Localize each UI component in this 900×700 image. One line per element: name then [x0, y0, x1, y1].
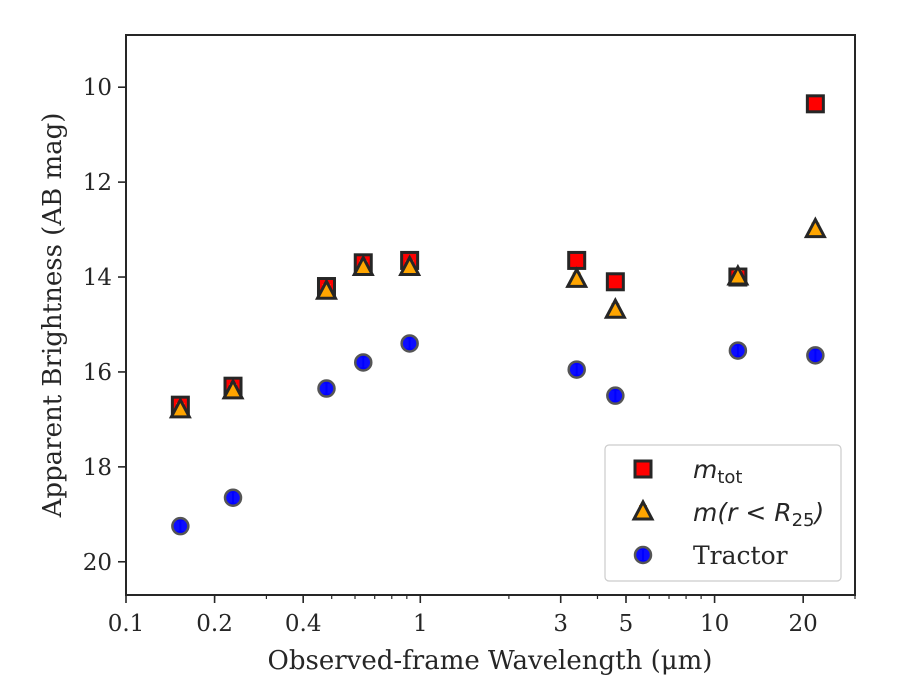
legend-label-mtot: mtot	[693, 455, 743, 488]
x-tick-label: 0.4	[285, 611, 322, 637]
mr25-point	[726, 263, 750, 286]
x-axis-label: Observed-frame Wavelength (μm)	[268, 646, 713, 676]
y-axis-label: Apparent Brightness (AB mag)	[38, 113, 68, 519]
x-tick-label: 1	[413, 611, 428, 637]
legend-label-tractor: Tractor	[693, 541, 788, 570]
tractor-point	[171, 516, 190, 536]
mr25-point	[803, 216, 827, 239]
mr25-point	[221, 377, 245, 400]
mr25-point	[351, 254, 375, 277]
y-tick-label: 12	[83, 170, 112, 196]
axis-ticks: 0.1 0.2 0.4 1 3 5 10 20 10 12 14 16 18 20	[83, 75, 856, 637]
y-tick-label: 14	[83, 265, 112, 291]
mr25-point	[603, 297, 627, 319]
legend-marker-tractor	[633, 545, 653, 565]
plot-frame	[125, 34, 856, 596]
tractor-point	[400, 334, 419, 353]
mtot-point	[605, 272, 625, 292]
tractor-point	[606, 386, 625, 405]
legend-marker-mr25	[631, 498, 655, 521]
mr25-point	[314, 278, 338, 300]
y-tick-label: 16	[83, 360, 112, 386]
x-tick-label: 20	[789, 611, 818, 637]
x-tick-label: 5	[619, 611, 634, 637]
x-tick-label: 0.2	[196, 611, 233, 637]
y-tick-label: 18	[83, 455, 112, 481]
legend-box	[604, 444, 842, 582]
data-points	[168, 94, 827, 536]
x-tick-label: 10	[700, 611, 729, 637]
tractor-point	[728, 341, 748, 360]
tractor-point	[223, 488, 243, 507]
y-tick-label: 10	[83, 75, 112, 101]
mr25-point	[398, 254, 422, 277]
tractor-point	[806, 346, 825, 365]
legend: mtot m(r < R25) Tractor	[604, 444, 842, 582]
x-tick-label: 0.1	[108, 611, 145, 637]
x-tick-label: 3	[553, 611, 568, 637]
mtot-point	[805, 94, 825, 114]
legend-label-mr25: m(r < R25)	[693, 498, 824, 531]
mr25-point	[168, 396, 192, 419]
mtot-point	[567, 250, 587, 270]
tractor-point	[354, 353, 373, 372]
tractor-point	[567, 360, 586, 379]
mr25-point	[565, 266, 589, 288]
legend-marker-mtot	[633, 459, 653, 479]
y-tick-label: 20	[83, 550, 112, 576]
tractor-point	[317, 379, 336, 398]
